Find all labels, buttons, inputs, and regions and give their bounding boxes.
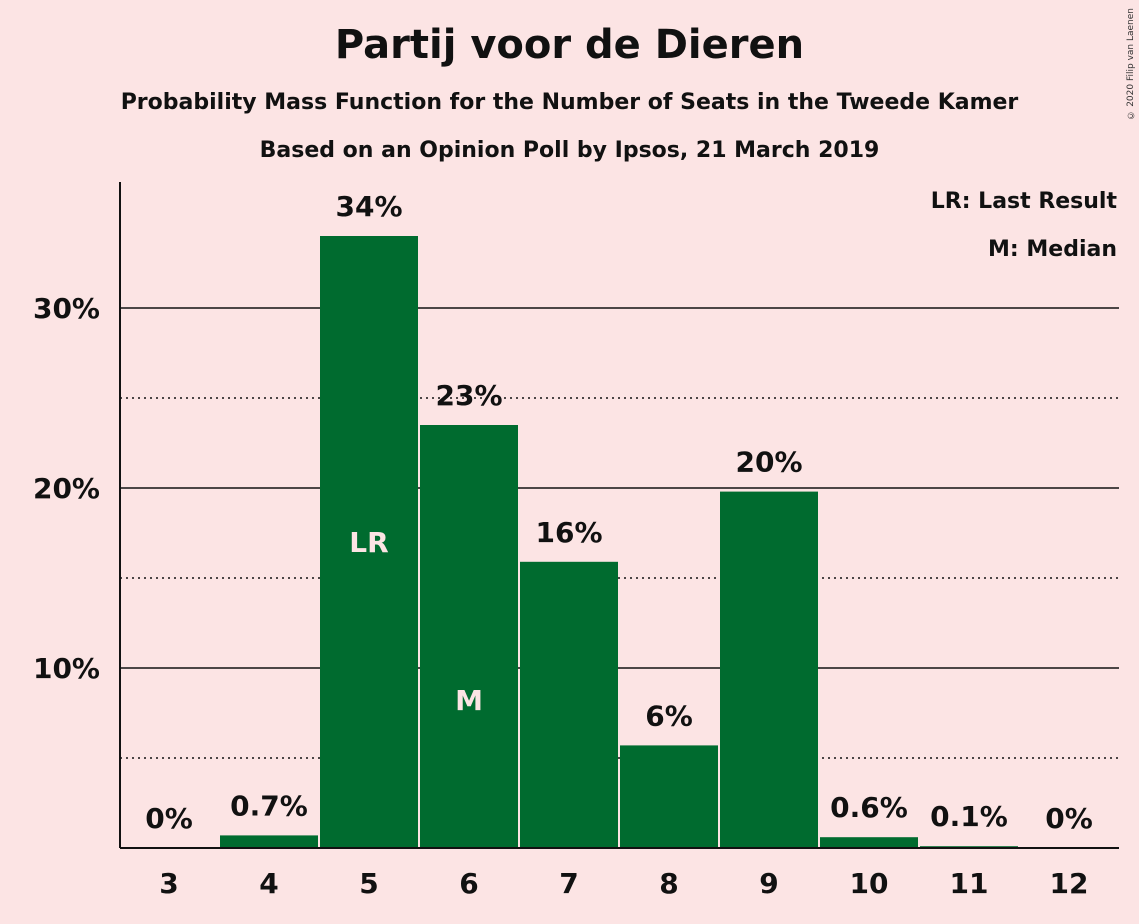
bar-10 <box>820 837 918 848</box>
bar-6 <box>420 425 518 848</box>
chart-subtitle: Probability Mass Function for the Number… <box>120 90 1019 115</box>
x-tick-label-11: 11 <box>950 867 989 900</box>
x-tick-label-7: 7 <box>559 867 578 900</box>
x-tick-label-3: 3 <box>159 867 178 900</box>
legend-entry: LR: Last Result <box>931 189 1118 214</box>
bar-7 <box>520 561 618 848</box>
value-label-5: 34% <box>335 190 402 223</box>
legend-entry: M: Median <box>988 237 1117 262</box>
value-label-12: 0% <box>1045 802 1093 835</box>
x-tick-label-12: 12 <box>1050 867 1089 900</box>
in-bar-label-lr: LR <box>349 526 388 559</box>
bar-5 <box>320 236 418 848</box>
bar-4 <box>220 835 318 848</box>
value-label-7: 16% <box>535 516 602 549</box>
value-label-3: 0% <box>145 802 193 835</box>
value-label-9: 20% <box>735 446 802 479</box>
value-label-11: 0.1% <box>930 800 1008 833</box>
value-label-10: 0.6% <box>830 791 908 824</box>
x-tick-label-8: 8 <box>659 867 678 900</box>
x-tick-label-6: 6 <box>459 867 478 900</box>
x-tick-label-5: 5 <box>359 867 378 900</box>
value-label-6: 23% <box>435 379 502 412</box>
chart-source-note: Based on an Opinion Poll by Ipsos, 21 Ma… <box>259 138 880 163</box>
y-tick-label: 20% <box>33 472 100 505</box>
in-bar-label-m: M <box>455 684 483 717</box>
value-label-4: 0.7% <box>230 789 308 822</box>
value-label-8: 6% <box>645 699 693 732</box>
chart-title: Partij voor de Dieren <box>334 22 805 68</box>
bar-8 <box>620 745 718 848</box>
bar-9 <box>720 491 818 848</box>
x-tick-label-10: 10 <box>850 867 889 900</box>
x-tick-label-4: 4 <box>259 867 278 900</box>
x-tick-label-9: 9 <box>759 867 778 900</box>
y-tick-label: 10% <box>33 652 100 685</box>
y-tick-label: 30% <box>33 292 100 325</box>
